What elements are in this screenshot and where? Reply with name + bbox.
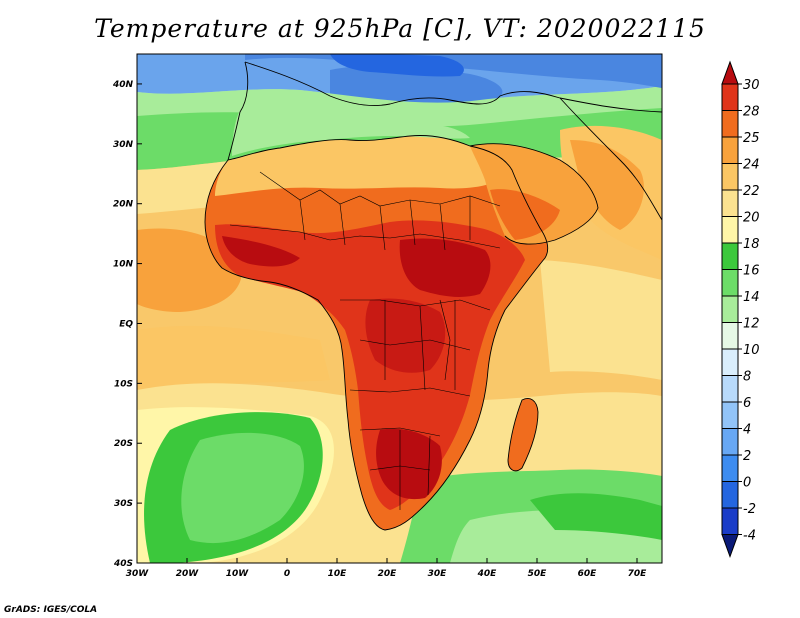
colorbar-label: 14 <box>743 290 760 305</box>
coastlines <box>204 61 662 531</box>
colorbar-label: 8 <box>743 370 751 385</box>
y-tick-label: 40S <box>113 559 133 569</box>
x-tick-label: 70E <box>628 569 648 579</box>
colorbar-label: 30 <box>743 78 760 93</box>
map-title: Temperature at 925hPa [C], VT: 202002211… <box>94 14 706 43</box>
y-tick-label: 10N <box>113 260 134 270</box>
colorbar-label: 6 <box>743 396 751 411</box>
colorbar-label: 10 <box>743 343 760 358</box>
x-tick-label: 0 <box>284 569 290 579</box>
colorbar-segment <box>721 269 739 297</box>
colorbar-segment <box>721 348 739 376</box>
colorbar-segment <box>721 295 739 323</box>
colorbar-label: 12 <box>743 317 760 332</box>
colorbar-label: 28 <box>743 105 760 120</box>
x-tick-label: 60E <box>578 569 598 579</box>
colorbar-label: -2 <box>743 502 756 517</box>
colorbar-label: -4 <box>743 529 756 544</box>
grads-credit: GrADS: IGES/COLA <box>4 605 97 615</box>
colorbar-segment <box>721 136 739 164</box>
colorbar-segment <box>721 189 739 217</box>
y-tick-label: 30S <box>114 499 133 509</box>
y-tick-label: 30N <box>113 140 134 150</box>
y-tick-label: 20N <box>113 200 134 210</box>
colorbar-segment <box>721 216 739 244</box>
x-tick-label: 30W <box>126 569 150 579</box>
colorbar-segment <box>721 401 739 429</box>
colorbar-label: 0 <box>743 476 751 491</box>
x-tick-label: 10E <box>328 569 348 579</box>
colorbar-label: 2 <box>743 449 751 464</box>
x-tick-label: 50E <box>528 569 548 579</box>
x-tick-label: 10W <box>226 569 250 579</box>
colorbar-segment <box>721 507 739 535</box>
x-tick-label: 20E <box>378 569 398 579</box>
y-tick-label: 10S <box>114 379 133 389</box>
x-tick-label: 40E <box>477 569 498 579</box>
colorbar-label: 20 <box>743 211 760 226</box>
colorbar-segment <box>721 163 739 191</box>
colorbar-segment <box>721 375 739 403</box>
colorbar-label: 24 <box>743 158 760 173</box>
map-frame <box>136 53 663 564</box>
colorbar-segment <box>721 428 739 456</box>
colorbar-segment <box>721 110 739 138</box>
colorbar-segment <box>721 322 739 350</box>
colorbar-label: 4 <box>743 423 751 438</box>
colorbar-segment <box>721 242 739 270</box>
y-tick-label: 20S <box>114 439 133 449</box>
y-tick-label: 40N <box>112 80 134 90</box>
colorbar-segment <box>721 481 739 509</box>
x-axis: 30W 20W 10W 0 10E 20E 30E 40E 50E 60E 70E <box>126 558 647 579</box>
country-borders <box>229 171 501 510</box>
colorbar-bottom-triangle <box>721 534 739 558</box>
x-tick-label: 30E <box>428 569 448 579</box>
colorbar-label: 22 <box>743 184 760 199</box>
colorbar-label: 16 <box>743 264 760 279</box>
temperature-field <box>137 54 662 563</box>
y-axis: 40S 30S 20S 10S EQ 10N 20N 30N 40N <box>112 80 142 569</box>
colorbar-segment <box>721 83 739 111</box>
colorbar-top-triangle <box>721 60 739 85</box>
colorbar-segment <box>721 454 739 482</box>
colorbar-label: 25 <box>743 131 760 146</box>
x-tick-label: 20W <box>176 569 200 579</box>
y-tick-label: EQ <box>119 319 133 329</box>
colorbar-label: 18 <box>743 237 760 252</box>
